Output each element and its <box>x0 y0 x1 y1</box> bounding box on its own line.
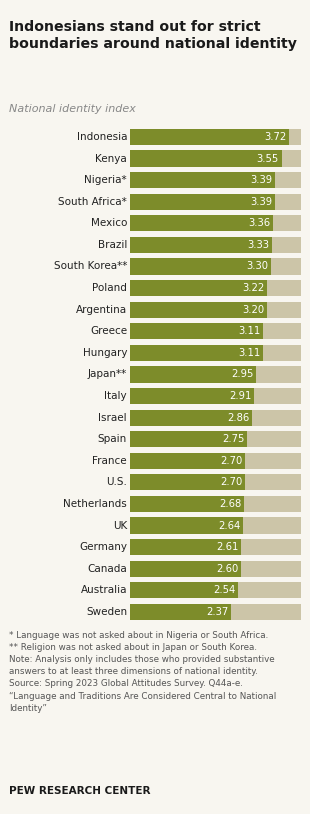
Text: 2.37: 2.37 <box>206 607 229 617</box>
Bar <box>130 215 301 231</box>
Text: Indonesia: Indonesia <box>77 132 127 142</box>
Bar <box>130 431 247 448</box>
Bar <box>130 129 289 145</box>
Bar <box>130 258 271 274</box>
Bar <box>130 518 243 534</box>
Text: 3.39: 3.39 <box>250 175 272 185</box>
Text: 2.70: 2.70 <box>220 456 243 466</box>
Bar <box>130 151 301 167</box>
Text: Poland: Poland <box>92 283 127 293</box>
Bar <box>130 604 231 620</box>
Text: Japan**: Japan** <box>88 370 127 379</box>
Text: 3.22: 3.22 <box>243 283 265 293</box>
Bar <box>130 366 301 383</box>
Text: Spain: Spain <box>98 434 127 444</box>
Text: * Language was not asked about in Nigeria or South Africa.
** Religion was not a: * Language was not asked about in Nigeri… <box>9 631 277 713</box>
Text: Argentina: Argentina <box>76 304 127 315</box>
Bar <box>130 258 301 274</box>
Text: 2.70: 2.70 <box>220 477 243 488</box>
Bar <box>130 129 301 145</box>
Text: 2.64: 2.64 <box>218 521 240 531</box>
Text: 3.72: 3.72 <box>264 132 286 142</box>
Bar <box>130 194 275 210</box>
Bar <box>130 475 245 491</box>
Text: 3.55: 3.55 <box>257 154 279 164</box>
Text: 2.75: 2.75 <box>223 434 245 444</box>
Bar <box>130 194 301 210</box>
Text: Brazil: Brazil <box>98 240 127 250</box>
Text: National identity index: National identity index <box>9 104 136 114</box>
Text: 3.39: 3.39 <box>250 197 272 207</box>
Text: Greece: Greece <box>90 326 127 336</box>
Bar <box>130 280 301 296</box>
Bar <box>130 323 263 339</box>
Bar <box>130 539 241 555</box>
Text: France: France <box>92 456 127 466</box>
Bar <box>130 561 301 577</box>
Bar <box>130 604 301 620</box>
Text: 3.36: 3.36 <box>249 218 271 228</box>
Text: Sweden: Sweden <box>86 607 127 617</box>
Bar <box>130 409 252 426</box>
Text: Canada: Canada <box>87 564 127 574</box>
Text: Nigeria*: Nigeria* <box>84 175 127 185</box>
Text: 3.33: 3.33 <box>248 240 270 250</box>
Bar <box>130 453 301 469</box>
Bar <box>130 496 301 512</box>
Bar <box>130 172 301 188</box>
Bar <box>130 561 241 577</box>
Text: 3.30: 3.30 <box>246 261 268 272</box>
Text: 3.11: 3.11 <box>238 326 260 336</box>
Text: Mexico: Mexico <box>91 218 127 228</box>
Text: Indonesians stand out for strict
boundaries around national identity: Indonesians stand out for strict boundar… <box>9 20 297 51</box>
Bar <box>130 431 301 448</box>
Text: PEW RESEARCH CENTER: PEW RESEARCH CENTER <box>9 786 151 796</box>
Text: 2.68: 2.68 <box>219 499 242 509</box>
Text: U.S.: U.S. <box>106 477 127 488</box>
Bar <box>130 366 256 383</box>
Bar <box>130 215 273 231</box>
Bar <box>130 409 301 426</box>
Bar <box>130 172 275 188</box>
Text: Israel: Israel <box>99 413 127 422</box>
Text: Italy: Italy <box>104 391 127 401</box>
Text: 2.95: 2.95 <box>231 370 253 379</box>
Bar <box>130 496 244 512</box>
Text: South Africa*: South Africa* <box>58 197 127 207</box>
Text: 3.20: 3.20 <box>242 304 264 315</box>
Bar <box>130 453 245 469</box>
Text: 3.11: 3.11 <box>238 348 260 358</box>
Bar <box>130 388 254 404</box>
Text: South Korea**: South Korea** <box>54 261 127 272</box>
Bar <box>130 539 301 555</box>
Text: 2.86: 2.86 <box>227 413 250 422</box>
Text: Kenya: Kenya <box>95 154 127 164</box>
Bar <box>130 518 301 534</box>
Bar <box>130 582 238 598</box>
Bar <box>130 388 301 404</box>
Bar <box>130 345 263 361</box>
Text: Netherlands: Netherlands <box>63 499 127 509</box>
Text: 2.60: 2.60 <box>216 564 238 574</box>
Text: 2.91: 2.91 <box>229 391 252 401</box>
Bar <box>130 301 267 317</box>
Text: 2.54: 2.54 <box>214 585 236 595</box>
Bar <box>130 237 272 253</box>
Bar <box>130 475 301 491</box>
Text: 2.61: 2.61 <box>216 542 239 552</box>
Bar <box>130 582 301 598</box>
Bar <box>130 151 281 167</box>
Bar <box>130 323 301 339</box>
Text: Germany: Germany <box>79 542 127 552</box>
Text: Hungary: Hungary <box>82 348 127 358</box>
Text: UK: UK <box>113 521 127 531</box>
Bar <box>130 237 301 253</box>
Text: Australia: Australia <box>81 585 127 595</box>
Bar <box>130 345 301 361</box>
Bar <box>130 301 301 317</box>
Bar <box>130 280 268 296</box>
